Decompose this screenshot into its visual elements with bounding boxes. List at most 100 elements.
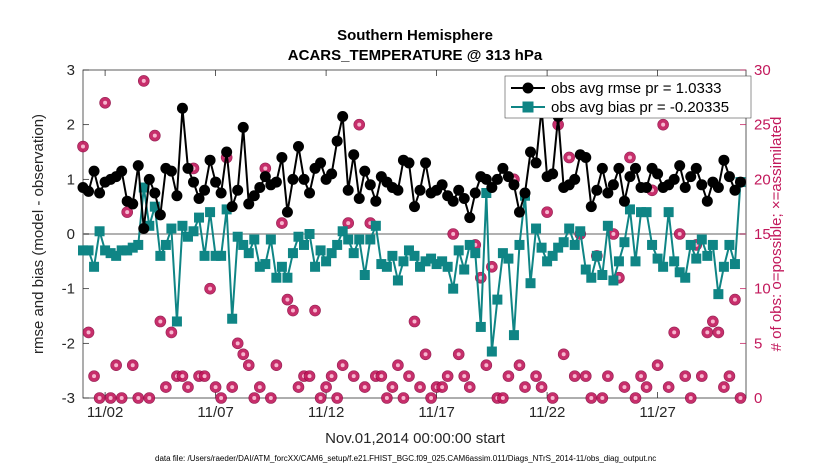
nobs-point-center <box>429 396 434 400</box>
nobs-point-center <box>379 374 384 379</box>
bias-point <box>387 250 398 261</box>
bias-point <box>564 223 575 234</box>
bias-point <box>254 261 265 272</box>
bias-point <box>542 256 553 267</box>
rmse-point <box>237 121 249 133</box>
nobs-point-center <box>550 396 555 400</box>
nobs-point-center <box>114 363 119 368</box>
bias-point <box>569 239 580 250</box>
y-axis-label-right: # of obs: o=possible; ×=assimilated <box>768 117 785 352</box>
nobs-point-center <box>732 297 737 302</box>
rmse-point <box>116 165 128 177</box>
nobs-point-center <box>274 363 279 368</box>
bias-point <box>652 253 663 264</box>
rmse-point <box>486 182 498 194</box>
bias-point <box>127 242 138 253</box>
y-tick-label-right: 5 <box>754 335 762 352</box>
rmse-point <box>602 187 614 199</box>
bias-point <box>674 267 685 278</box>
rmse-point <box>502 171 514 183</box>
rmse-point <box>414 184 426 196</box>
nobs-point-center <box>561 352 566 357</box>
bias-point <box>729 259 740 270</box>
bias-point <box>608 275 619 286</box>
rmse-point <box>348 149 360 161</box>
rmse-point <box>331 135 343 147</box>
rmse-point <box>497 162 509 174</box>
nobs-point-center <box>213 385 218 390</box>
nobs-point-center <box>611 232 616 236</box>
rmse-point <box>392 184 404 196</box>
bias-point <box>663 207 674 218</box>
rmse-point <box>613 162 625 174</box>
rmse-point <box>127 198 139 210</box>
rmse-point <box>232 184 244 196</box>
bias-point <box>282 272 293 283</box>
rmse-point <box>668 173 680 185</box>
rmse-point <box>270 176 282 188</box>
nobs-point-center <box>716 330 721 335</box>
bias-point <box>337 226 348 237</box>
nobs-point-center <box>346 221 351 226</box>
legend: obs avg rmse pr = 1.0333 obs avg bias pr… <box>504 75 752 119</box>
bias-point <box>105 248 116 259</box>
rmse-point <box>734 176 746 188</box>
rmse-point <box>149 187 161 199</box>
nobs-point-center <box>462 374 467 379</box>
bias-point <box>299 239 309 250</box>
bias-point <box>398 256 409 267</box>
bias-point <box>486 346 497 357</box>
rmse-point <box>464 212 476 224</box>
bias-point <box>111 250 122 261</box>
bias-point <box>575 226 586 237</box>
bias-point <box>591 250 602 261</box>
nobs-point-center <box>235 341 240 346</box>
rmse-point <box>718 154 730 166</box>
bias-point <box>420 256 431 267</box>
bias-point <box>691 253 702 264</box>
rmse-point <box>701 195 713 207</box>
nobs-point-center <box>130 363 135 368</box>
nobs-point-center <box>384 396 389 400</box>
nobs-point-center <box>666 385 671 390</box>
bias-point <box>265 234 276 245</box>
nobs-point-center <box>252 396 257 400</box>
rmse-point <box>292 141 304 153</box>
nobs-point-center <box>705 330 710 335</box>
bias-point <box>481 188 492 198</box>
legend-box <box>504 75 752 119</box>
bias-point <box>326 248 337 259</box>
bias-point <box>459 264 470 275</box>
bias-point <box>249 234 260 245</box>
x-tick-label: 11/02 <box>87 404 123 421</box>
nobs-point-center <box>285 297 290 302</box>
y-tick-label-right: 0 <box>754 390 762 407</box>
nobs-point-center <box>456 352 461 357</box>
rmse-point <box>519 187 531 199</box>
rmse-point <box>618 195 630 207</box>
nobs-point-center <box>335 396 340 400</box>
rmse-point <box>447 195 459 207</box>
nobs-point-center <box>357 122 362 127</box>
nobs-point-center <box>506 374 511 379</box>
bias-point <box>553 242 564 253</box>
bias-point <box>492 294 503 305</box>
bias-point <box>194 212 205 223</box>
nobs-point-center <box>605 374 610 379</box>
nobs-point-center <box>362 385 367 390</box>
bias-point <box>636 207 647 218</box>
bias-point <box>536 242 547 253</box>
y-tick-label-right: 25 <box>754 117 771 134</box>
nobs-point-center <box>279 221 284 226</box>
rmse-point <box>420 157 432 169</box>
nobs-point-center <box>500 396 505 400</box>
bias-point <box>89 261 100 272</box>
bias-point <box>437 256 448 267</box>
rmse-point <box>712 182 724 194</box>
rmse-point <box>641 182 653 194</box>
nobs-point-center <box>313 308 318 313</box>
bias-point <box>713 289 724 300</box>
bias-point <box>343 234 354 245</box>
nobs-point-center <box>180 374 185 379</box>
bias-point <box>392 275 403 286</box>
